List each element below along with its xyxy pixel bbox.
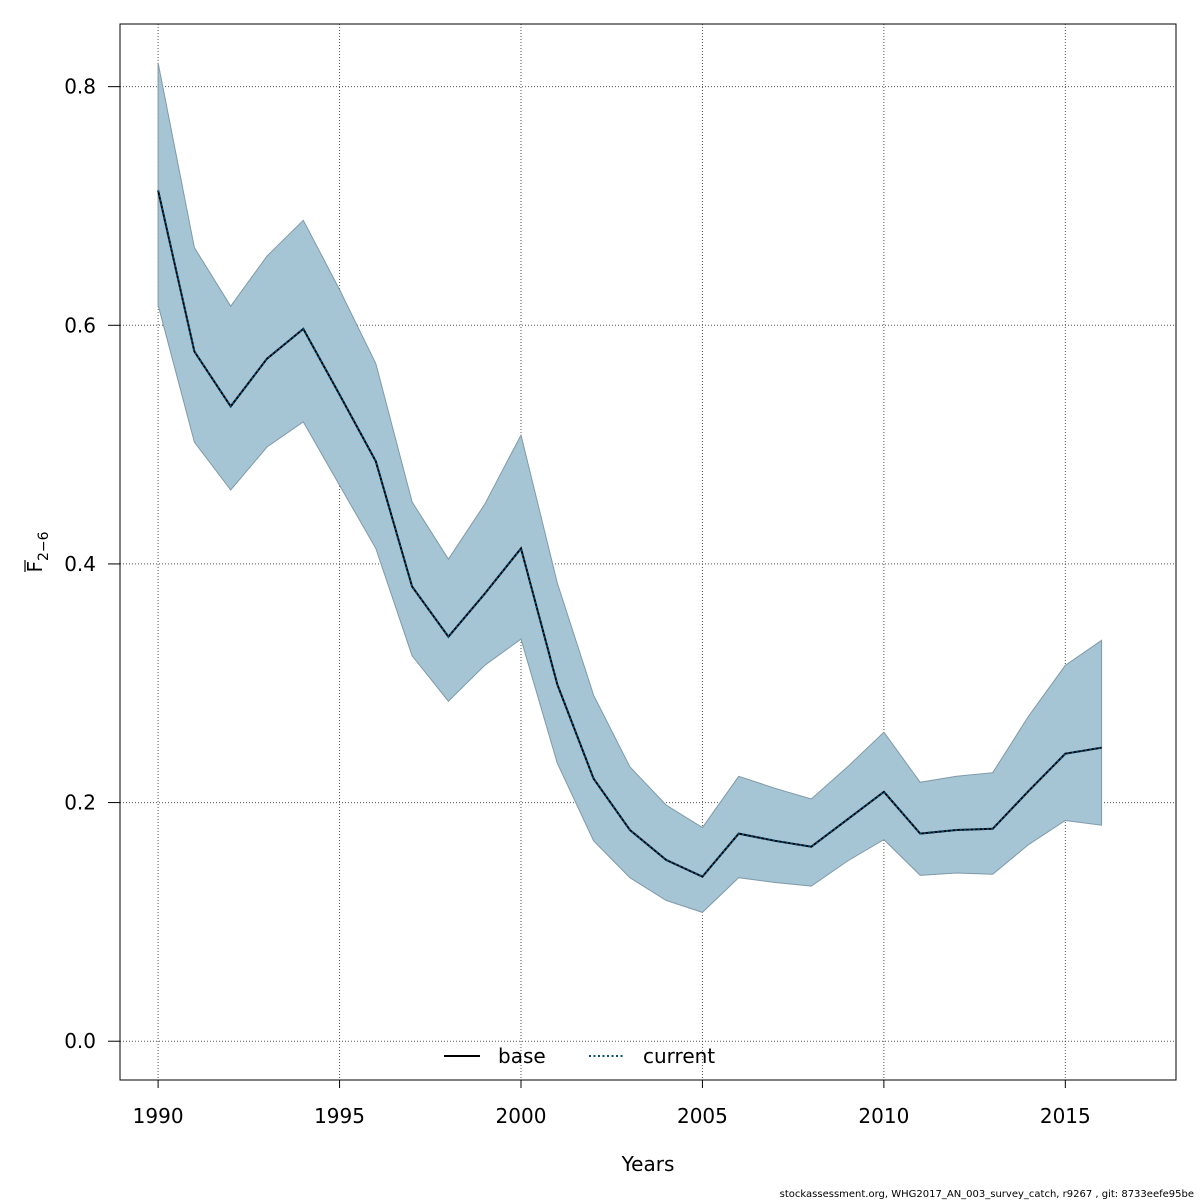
footer-credit: stockassessment.org, WHG2017_AN_003_surv… bbox=[780, 1189, 1194, 1200]
y-tick-label: 0.6 bbox=[64, 313, 96, 337]
series-line-base bbox=[157, 190, 1102, 878]
y-axis-title: F2−6 bbox=[23, 531, 52, 572]
confidence-band bbox=[157, 62, 1103, 913]
y-tick-label: 0.0 bbox=[64, 1029, 96, 1053]
x-tick-label: 2005 bbox=[677, 1104, 728, 1128]
y-axis-title-main: F bbox=[23, 561, 47, 573]
x-axis: 1990 1995 2000 2005 2010 2015 bbox=[133, 1080, 1091, 1128]
y-axis: 0.0 0.2 0.4 0.6 0.8 bbox=[64, 75, 120, 1053]
x-tick-label: 1990 bbox=[133, 1104, 184, 1128]
y-tick-label: 0.8 bbox=[64, 75, 96, 99]
x-tick-label: 1995 bbox=[314, 1104, 365, 1128]
plot-frame bbox=[119, 23, 1177, 1081]
legend-label-base: base bbox=[498, 1044, 546, 1068]
svg-text:F2−6: F2−6 bbox=[23, 531, 52, 572]
y-tick-label: 0.4 bbox=[64, 552, 96, 576]
y-tick-label: 0.2 bbox=[64, 791, 96, 815]
x-tick-label: 2010 bbox=[858, 1104, 909, 1128]
x-tick-label: 2015 bbox=[1040, 1104, 1091, 1128]
y-axis-title-sub: 2−6 bbox=[36, 531, 52, 561]
x-axis-title: Years bbox=[621, 1152, 675, 1176]
legend-label-current: current bbox=[643, 1044, 715, 1068]
grid-lines bbox=[120, 24, 1176, 1080]
x-tick-label: 2000 bbox=[496, 1104, 547, 1128]
legend: base current bbox=[444, 1044, 715, 1068]
